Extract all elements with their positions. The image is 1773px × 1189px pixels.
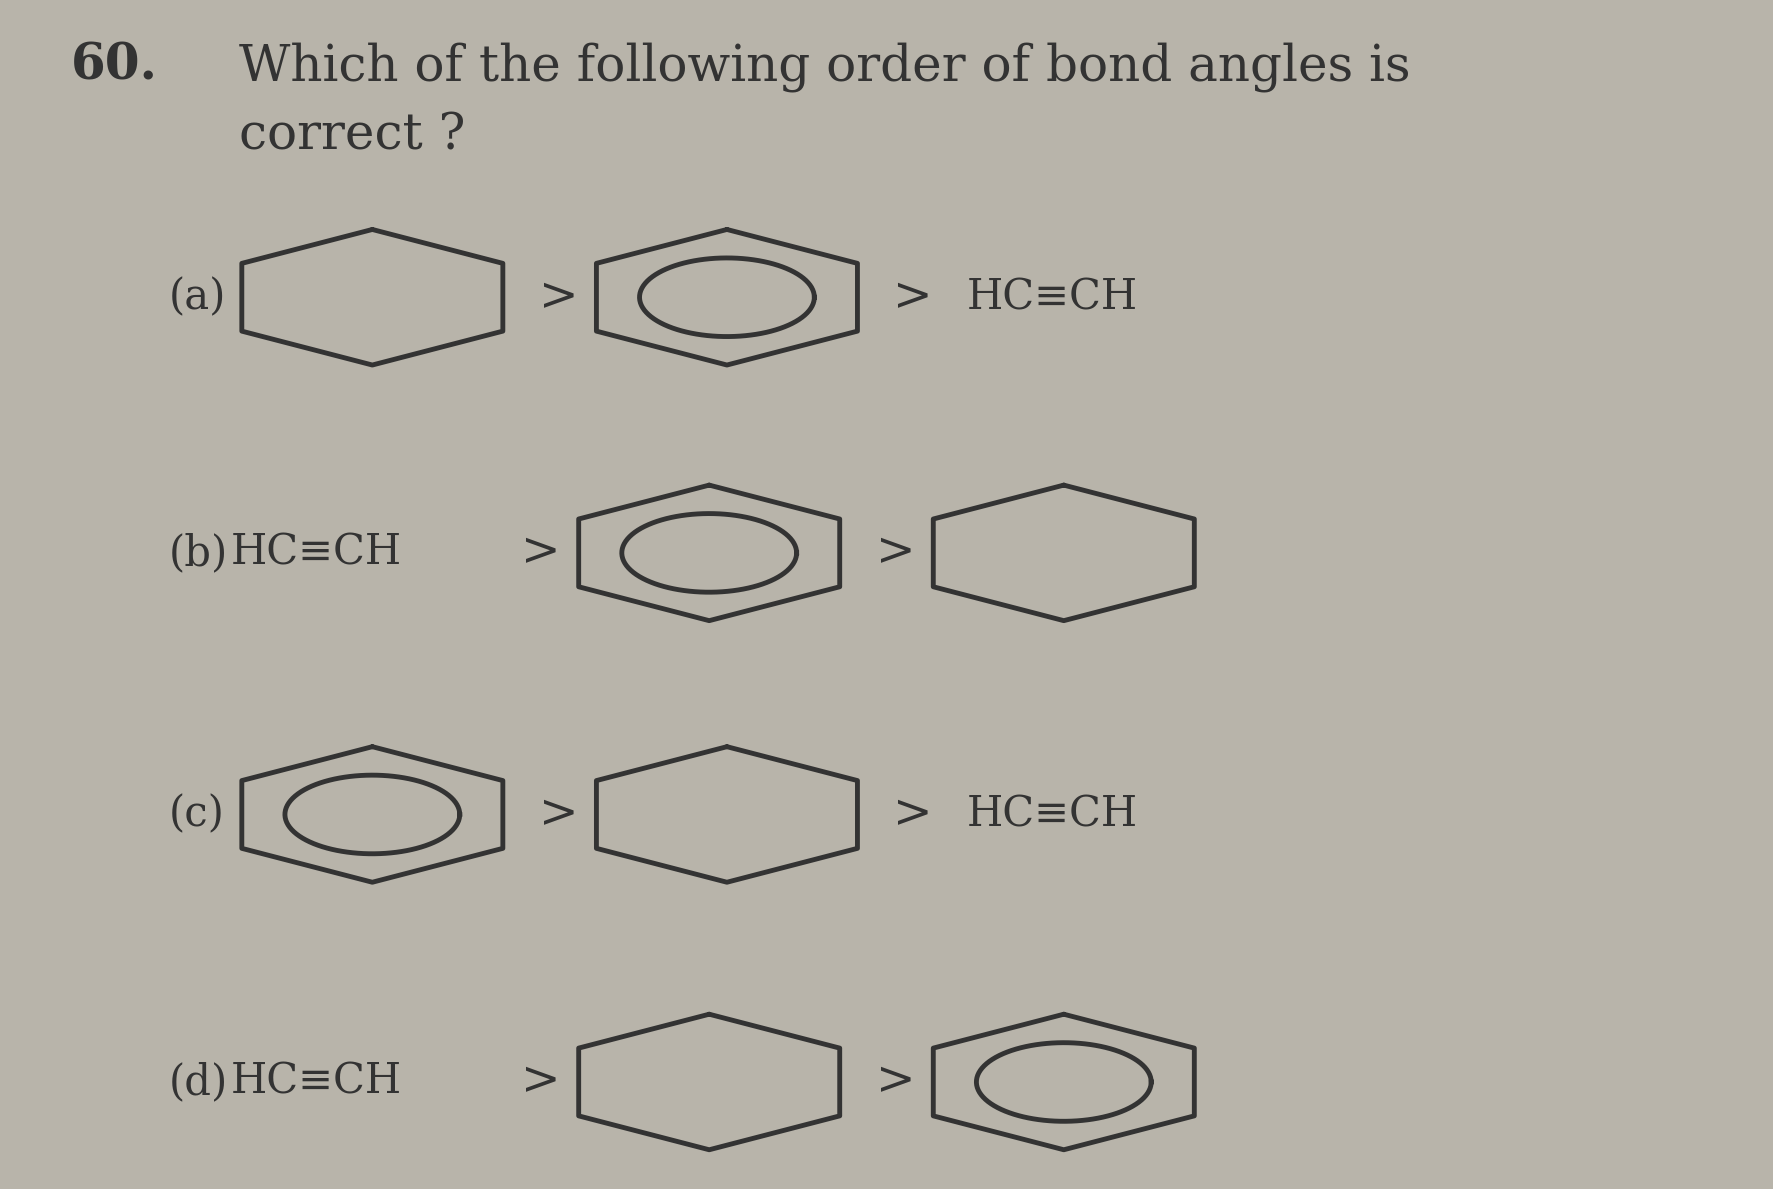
Text: HC≡CH: HC≡CH [230, 1061, 402, 1103]
Text: HC≡CH: HC≡CH [966, 793, 1138, 836]
Text: >: > [539, 275, 578, 320]
Text: (b): (b) [168, 531, 227, 574]
Text: >: > [539, 792, 578, 837]
Text: >: > [521, 530, 560, 575]
Text: HC≡CH: HC≡CH [966, 276, 1138, 319]
Text: >: > [894, 792, 933, 837]
Text: >: > [521, 1059, 560, 1105]
Text: 60.: 60. [71, 42, 158, 90]
Text: (c): (c) [168, 793, 225, 836]
Text: >: > [876, 530, 915, 575]
Text: >: > [894, 275, 933, 320]
Text: Which of the following order of bond angles is
correct ?: Which of the following order of bond ang… [239, 42, 1411, 161]
Text: >: > [876, 1059, 915, 1105]
Text: HC≡CH: HC≡CH [230, 531, 402, 574]
Text: (d): (d) [168, 1061, 227, 1103]
Text: (a): (a) [168, 276, 225, 319]
